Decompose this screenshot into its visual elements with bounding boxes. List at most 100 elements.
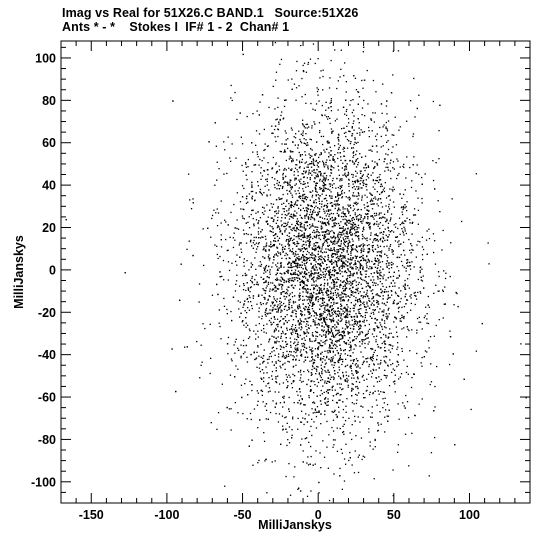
data-point [381, 112, 383, 114]
data-point [294, 309, 296, 311]
data-point [351, 294, 353, 296]
data-point [312, 217, 314, 219]
data-point [356, 324, 358, 326]
data-point [399, 318, 401, 320]
data-point [354, 305, 356, 307]
data-point [342, 287, 344, 290]
data-point [328, 87, 331, 89]
data-point [351, 180, 354, 183]
data-point [292, 158, 294, 160]
data-point [341, 388, 343, 391]
data-point [281, 232, 283, 235]
data-point [402, 230, 404, 232]
data-point [290, 341, 292, 343]
data-point [290, 285, 293, 287]
data-point [383, 309, 385, 311]
data-point [360, 325, 362, 327]
data-point [307, 205, 309, 207]
data-point [402, 241, 405, 243]
data-point [343, 290, 345, 292]
data-point [323, 329, 325, 331]
data-point [366, 333, 368, 336]
data-point [272, 132, 274, 134]
data-point [341, 178, 343, 180]
data-point [373, 218, 375, 220]
data-point [413, 292, 415, 294]
data-point [434, 263, 437, 265]
data-point [329, 159, 331, 161]
data-point [322, 294, 324, 296]
data-point [362, 246, 364, 248]
data-point [346, 250, 348, 252]
data-point [231, 360, 233, 362]
data-point [333, 303, 335, 305]
data-point [386, 403, 389, 406]
data-point [372, 281, 374, 283]
data-point [278, 188, 281, 190]
data-point [320, 376, 322, 379]
data-point [325, 231, 327, 234]
data-point [247, 289, 250, 291]
data-point [303, 343, 306, 345]
data-point [243, 284, 245, 287]
data-point [348, 211, 350, 213]
data-point [275, 337, 277, 339]
data-point [337, 237, 339, 239]
data-point [303, 272, 306, 275]
data-point [310, 272, 313, 274]
data-point [314, 348, 317, 350]
data-point [353, 310, 355, 312]
data-point [252, 151, 254, 153]
data-point [396, 236, 399, 238]
data-point [398, 243, 400, 246]
data-point [364, 342, 366, 345]
data-point [372, 244, 374, 247]
data-point [296, 169, 298, 171]
data-point [319, 161, 321, 163]
data-point [275, 286, 277, 288]
data-point [413, 208, 416, 210]
data-point [319, 238, 322, 241]
data-point [263, 324, 265, 327]
data-point [324, 218, 326, 220]
data-point [310, 209, 312, 211]
data-point [322, 175, 324, 177]
data-point [280, 220, 282, 222]
data-point [326, 200, 328, 202]
data-point [330, 297, 332, 299]
data-point [374, 318, 376, 320]
data-point [376, 355, 378, 357]
data-point [349, 271, 351, 273]
data-point [370, 268, 372, 270]
data-point [311, 298, 313, 300]
data-point [280, 276, 282, 278]
data-point [298, 255, 300, 258]
data-point [390, 332, 392, 334]
data-point [343, 265, 345, 267]
data-point [286, 431, 288, 433]
data-point [339, 320, 341, 322]
data-point [368, 251, 370, 253]
data-point [371, 194, 373, 196]
data-point [356, 271, 358, 274]
data-point [350, 302, 352, 304]
data-point [334, 120, 336, 122]
data-point [340, 49, 342, 51]
data-point [384, 397, 386, 399]
data-point [359, 327, 361, 330]
data-point [284, 143, 286, 145]
data-point [356, 267, 359, 269]
data-point [201, 361, 203, 363]
data-point [299, 292, 301, 294]
data-point [325, 223, 327, 226]
data-point [297, 394, 299, 396]
data-point [294, 271, 296, 273]
data-point [433, 292, 435, 294]
data-point [365, 263, 367, 265]
data-point [375, 294, 377, 296]
data-point [308, 126, 310, 128]
data-point [293, 83, 296, 85]
data-point [406, 299, 409, 301]
data-point [312, 43, 315, 45]
data-point [315, 284, 317, 286]
